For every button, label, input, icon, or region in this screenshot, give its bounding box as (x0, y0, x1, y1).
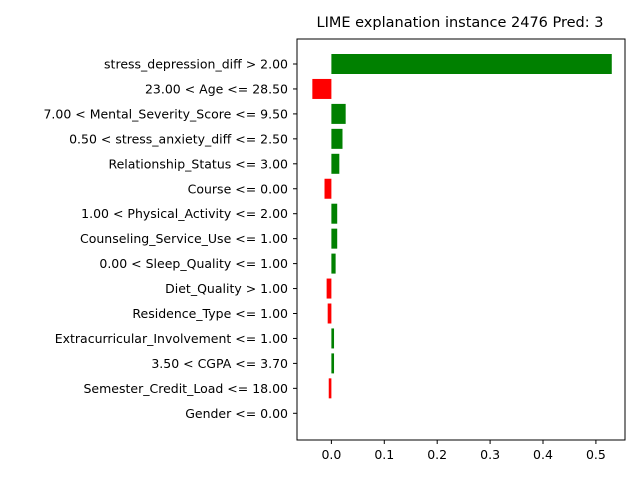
bar-1 (312, 78, 332, 99)
bar-4 (331, 153, 340, 174)
bar-10 (327, 303, 332, 324)
y-tick-label-1: 23.00 < Age <= 28.50 (145, 81, 288, 96)
x-tick-label-3: 0.3 (480, 447, 500, 462)
bar-13 (328, 378, 332, 399)
bar-5 (324, 178, 332, 199)
y-tick-label-3: 0.50 < stress_anxiety_diff <= 2.50 (69, 131, 288, 146)
bar-7 (331, 228, 338, 249)
bars-group (312, 54, 612, 399)
y-tick-label-4: Relationship_Status <= 3.00 (108, 156, 288, 171)
y-tick-label-10: Residence_Type <= 1.00 (132, 306, 288, 321)
bar-3 (331, 128, 343, 149)
x-tick-label-4: 0.4 (533, 447, 553, 462)
y-tick-label-14: Gender <= 0.00 (185, 406, 288, 421)
y-tick-label-13: Semester_Credit_Load <= 18.00 (84, 381, 289, 396)
y-tick-label-12: 3.50 < CGPA <= 3.70 (151, 356, 288, 371)
x-tick-label-5: 0.5 (586, 447, 606, 462)
x-tick-label-2: 0.2 (427, 447, 447, 462)
bar-6 (331, 203, 338, 224)
bar-12 (331, 353, 335, 374)
x-ticks: 0.0 0.1 0.2 0.3 0.4 0.5 (321, 440, 606, 462)
chart-title: LIME explanation instance 2476 Pred: 3 (317, 15, 604, 31)
y-tick-label-9: Diet_Quality > 1.00 (165, 281, 288, 296)
x-tick-label-0: 0.0 (321, 447, 341, 462)
bar-11 (331, 328, 335, 349)
y-tick-label-0: stress_depression_diff > 2.00 (104, 57, 288, 72)
y-tick-label-8: 0.00 < Sleep_Quality <= 1.00 (99, 256, 288, 271)
bar-0 (331, 54, 612, 74)
axes-frame (296, 38, 626, 441)
y-tick-label-7: Counseling_Service_Use <= 1.00 (80, 231, 288, 246)
bar-9 (326, 278, 332, 299)
y-tick-label-6: 1.00 < Physical_Activity <= 2.00 (81, 206, 288, 221)
y-tick-labels: stress_depression_diff > 2.00 23.00 < Age… (43, 57, 297, 421)
y-tick-label-5: Course <= 0.00 (188, 181, 288, 196)
y-tick-label-2: 7.00 < Mental_Severity_Score <= 9.50 (43, 106, 288, 121)
bar-8 (331, 253, 336, 274)
y-tick-label-11: Extracurricular_Involvement <= 1.00 (55, 331, 288, 346)
x-tick-label-1: 0.1 (374, 447, 394, 462)
bar-2 (331, 103, 346, 124)
